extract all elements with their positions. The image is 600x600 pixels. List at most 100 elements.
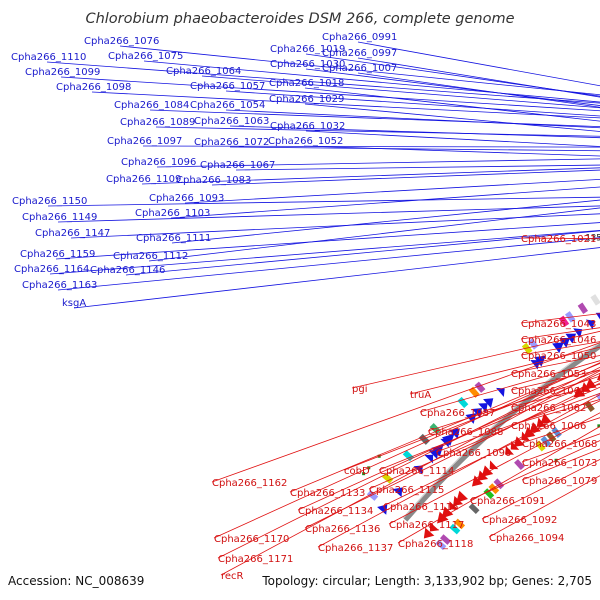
reverse-cds-arrow bbox=[453, 495, 464, 506]
reverse-gene-label: Cpha266_1137 bbox=[318, 543, 393, 554]
reverse-label-leader bbox=[213, 362, 600, 539]
forward-cds-arrow bbox=[565, 333, 577, 344]
reverse-label-leader bbox=[368, 386, 600, 490]
reverse-cds-arrow bbox=[423, 527, 435, 539]
reverse-gene-label: Cpha266_1073 bbox=[522, 458, 597, 469]
reverse-cds-arrow bbox=[536, 417, 547, 427]
forward-label-leader bbox=[155, 126, 600, 137]
forward-label-leader bbox=[229, 146, 600, 152]
reverse-gene-label: Cpha266_1094 bbox=[489, 533, 564, 544]
forward-cog-block bbox=[521, 342, 533, 355]
forward-label-leader bbox=[305, 130, 600, 147]
forward-cds-arrow bbox=[449, 428, 460, 439]
forward-gene-label: Cpha266_1019 bbox=[270, 44, 345, 55]
forward-label-leader bbox=[201, 75, 600, 109]
reverse-cds-arrow bbox=[580, 382, 591, 392]
forward-cds-arrow bbox=[585, 319, 595, 330]
reverse-gene-label: Cpha266_1117 bbox=[389, 520, 464, 531]
forward-gene-label: Cpha266_1099 bbox=[25, 67, 100, 78]
forward-label-leader bbox=[156, 158, 600, 168]
reverse-cog-block bbox=[454, 518, 466, 530]
backbone-highlight bbox=[402, 341, 600, 519]
reverse-gene-label: Cpha266_1066 bbox=[511, 421, 586, 432]
reverse-gene-labels: Cpha266_1021Cpha266_1043Cpha266_1046Cpha… bbox=[211, 234, 600, 582]
forward-cog-block bbox=[366, 489, 379, 501]
forward-gene-label: Cpha266_1103 bbox=[135, 208, 210, 219]
reverse-label-leader bbox=[297, 372, 600, 511]
reverse-cds-arrow bbox=[521, 431, 530, 441]
reverse-cds-arrow bbox=[477, 470, 489, 481]
reverse-cds-arrow bbox=[489, 460, 499, 470]
forward-gene-label: Cpha266_1057 bbox=[190, 81, 265, 92]
forward-label-leader bbox=[229, 125, 600, 139]
reverse-gene-label: Cpha266_1087 bbox=[420, 408, 495, 419]
reverse-label-leader bbox=[211, 342, 600, 483]
forward-cds-arrow bbox=[496, 387, 505, 398]
forward-cog-block bbox=[577, 302, 588, 315]
reverse-cog-block bbox=[514, 459, 525, 471]
forward-label-leader bbox=[148, 207, 600, 262]
reverse-gene-label: Cpha266_1170 bbox=[214, 534, 289, 545]
forward-gene-labels: Cpha266_0991Cpha266_0997Cpha266_1007Cpha… bbox=[11, 32, 600, 309]
forward-gene-label: Cpha266_1030 bbox=[270, 59, 345, 70]
forward-gene-label: Cpha266_1032 bbox=[270, 121, 345, 132]
forward-label-leader bbox=[303, 145, 600, 157]
forward-label-leader bbox=[225, 90, 600, 117]
reverse-cds-arrow bbox=[513, 436, 525, 447]
forward-cog-block bbox=[381, 472, 394, 484]
reverse-gene-label: Cpha266_1118 bbox=[398, 539, 473, 550]
reverse-cds-arrow bbox=[449, 501, 459, 510]
forward-cds-arrow bbox=[595, 312, 600, 320]
reverse-cds-arrow bbox=[429, 522, 440, 532]
reverse-gene-label: truA bbox=[410, 390, 431, 401]
reverse-gene-label: pgi bbox=[352, 384, 367, 395]
reverse-cds-arrow bbox=[529, 422, 541, 434]
forward-label-leader bbox=[49, 229, 600, 275]
forward-label-leader bbox=[357, 57, 600, 98]
forward-gene-label: Cpha266_1150 bbox=[12, 196, 87, 207]
forward-label-leader bbox=[357, 41, 600, 87]
forward-gene-label: Cpha266_1110 bbox=[11, 52, 86, 63]
forward-gene-label: Cpha266_1084 bbox=[114, 100, 189, 111]
reverse-gene-label: recR bbox=[221, 571, 244, 582]
forward-gene-label: Cpha266_1159 bbox=[20, 249, 95, 260]
reverse-gene-label: Cpha266_1053 bbox=[511, 369, 586, 380]
reverse-label-leader bbox=[388, 412, 600, 525]
forward-gene-label: Cpha266_1029 bbox=[269, 94, 344, 105]
forward-gene-label: Cpha266_1109 bbox=[106, 174, 181, 185]
reverse-cog-block bbox=[439, 534, 451, 545]
reverse-cds-arrow bbox=[471, 475, 484, 487]
reverse-cog-block bbox=[483, 488, 495, 500]
forward-label-leader bbox=[57, 237, 600, 291]
forward-gene-label: Cpha266_1064 bbox=[166, 66, 241, 77]
reverse-label-leader bbox=[343, 369, 600, 471]
forward-label-leader bbox=[170, 186, 600, 219]
forward-gene-label: Cpha266_1163 bbox=[22, 280, 97, 291]
forward-label-leader bbox=[119, 45, 600, 96]
forward-gene-label: Cpha266_1054 bbox=[190, 100, 265, 111]
reverse-label-leader bbox=[289, 362, 600, 493]
forward-label-leader bbox=[91, 91, 600, 119]
accession-text: Accession: NC_008639 bbox=[8, 574, 144, 588]
reverse-cog-block bbox=[551, 426, 562, 438]
reverse-gene-label: Cpha266_1134 bbox=[298, 506, 373, 517]
reverse-label-leader bbox=[469, 440, 600, 501]
reverse-gene-label: Cpha266_1162 bbox=[212, 478, 287, 489]
reverse-gene-label: Cpha266_1090 bbox=[436, 448, 511, 459]
forward-label-leader bbox=[305, 68, 600, 106]
forward-label-leader bbox=[141, 167, 600, 185]
reverse-gene-label: Cpha266_1115 bbox=[369, 485, 444, 496]
reverse-gene-label: cobD bbox=[344, 466, 370, 477]
forward-gene-label: Cpha266_1096 bbox=[121, 157, 196, 168]
forward-label-leader bbox=[70, 213, 600, 239]
topology-text: Topology: circular; Length: 3,133,902 bp… bbox=[261, 574, 592, 588]
forward-gene-label: Cpha266_1007 bbox=[322, 63, 397, 74]
forward-gene-label: Cpha266_1164 bbox=[14, 264, 89, 275]
forward-label-leader bbox=[225, 109, 600, 129]
forward-gene-label: Cpha266_1018 bbox=[269, 78, 344, 89]
forward-label-leader bbox=[171, 199, 600, 244]
forward-label-leader bbox=[46, 61, 600, 104]
forward-gene-label: Cpha266_1098 bbox=[56, 82, 131, 93]
rna-feature-mark bbox=[362, 472, 366, 476]
reverse-label-leader bbox=[397, 426, 600, 544]
